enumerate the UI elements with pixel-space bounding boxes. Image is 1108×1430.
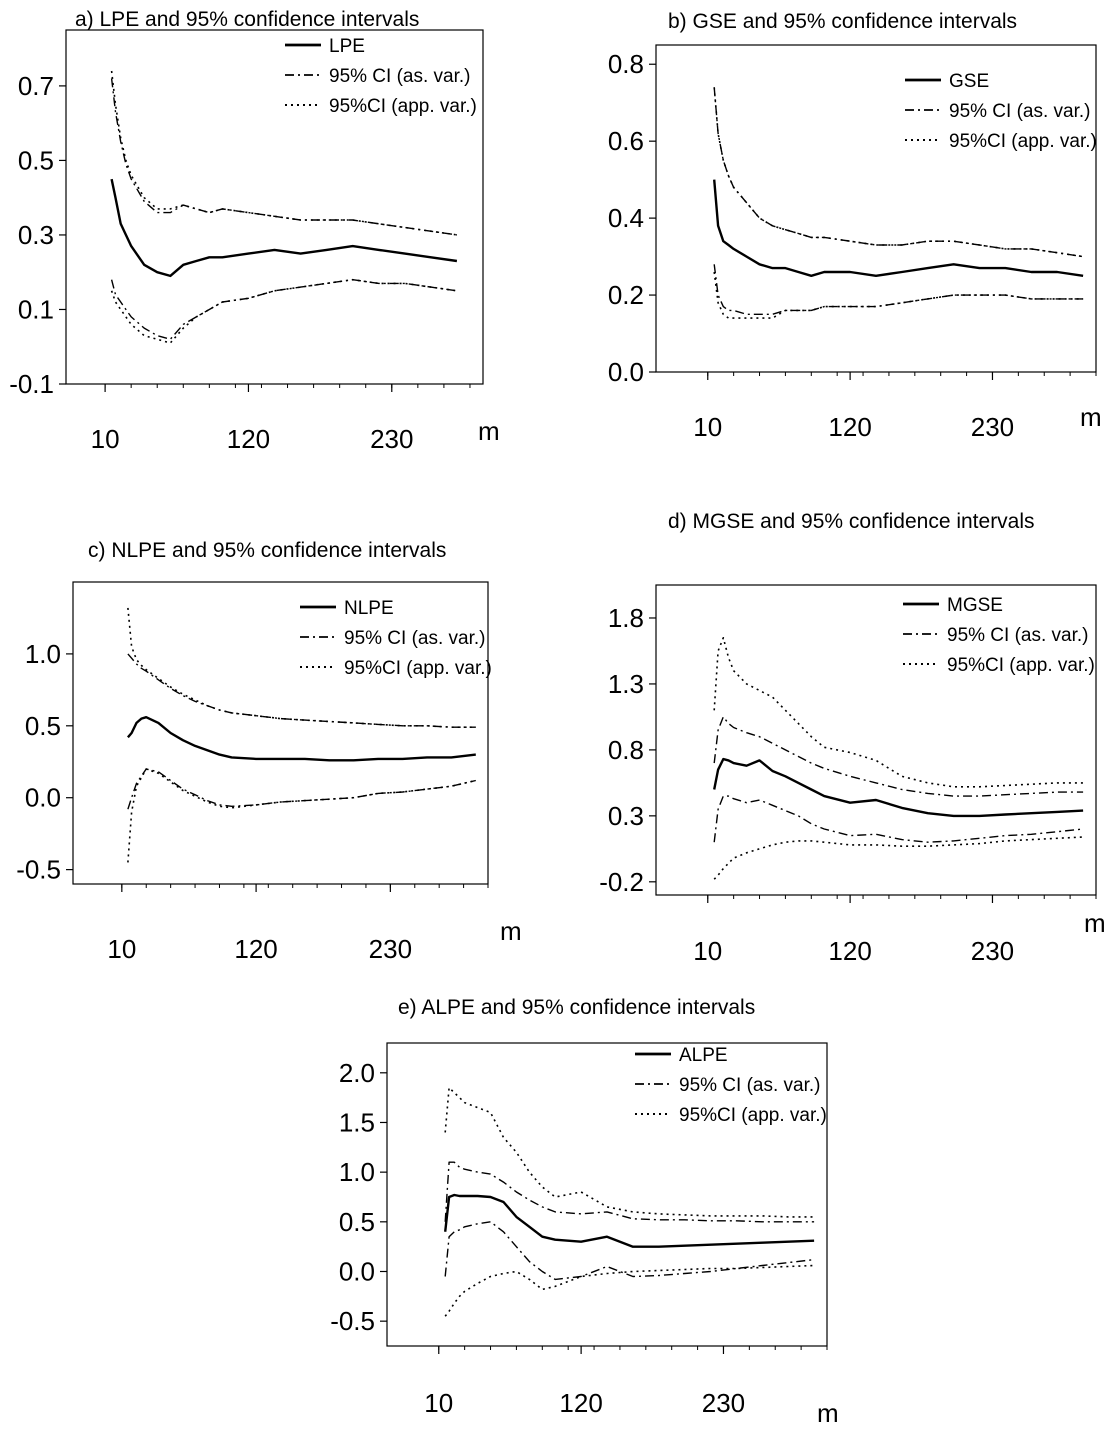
plot-frame: [655, 44, 1097, 373]
series-line-dotted: [444, 1086, 815, 1218]
legend-label: GSE: [949, 71, 989, 92]
series-line-dashdot: [127, 768, 476, 810]
chart-panel-2: b) GSE and 95% confidence intervals 0.0 0.…: [608, 10, 1102, 442]
y-tick-label: -0.1: [9, 369, 54, 399]
plot-frame: [386, 1042, 828, 1347]
chart-title: b) GSE and 95% confidence intervals: [668, 10, 1017, 33]
series-line-solid: [713, 757, 1084, 818]
legend-label: 95% CI (as. var.): [679, 1075, 821, 1096]
x-axis-label: m: [1084, 908, 1106, 938]
series-line-dashdot: [444, 1161, 815, 1223]
y-tick-label: 1.0: [25, 639, 61, 669]
y-tick-label: 0.0: [25, 783, 61, 813]
x-tick-label: 120: [828, 412, 871, 442]
y-tick-label: 0.3: [18, 220, 54, 250]
chart-panel-1: a) LPE and 95% confidence intervals -0.1 0…: [9, 8, 499, 454]
series-line-dashdot: [110, 279, 457, 340]
legend-label: NLPE: [344, 598, 394, 619]
series-line-dotted: [110, 278, 458, 344]
y-tick-label: 0.5: [25, 711, 61, 741]
y-tick-label: 0.5: [339, 1207, 375, 1237]
y-tick-label: 1.5: [339, 1107, 375, 1137]
x-tick-label: 230: [702, 1388, 745, 1418]
x-tick-label: 230: [369, 934, 412, 964]
chart-panel-4: d) MGSE and 95% confidence intervals -0.2…: [599, 510, 1105, 966]
x-tick-label: 10: [107, 934, 136, 964]
x-tick-label: 10: [424, 1388, 453, 1418]
x-tick-label: 120: [234, 934, 277, 964]
chart-title: e) ALPE and 95% confidence intervals: [398, 996, 755, 1019]
x-axis-label: m: [500, 916, 522, 946]
x-tick-label: 120: [227, 424, 270, 454]
series-line-solid: [110, 178, 458, 278]
y-tick-label: 1.8: [608, 603, 644, 633]
y-tick-label: 0.0: [608, 357, 644, 387]
series-line-dashdot: [713, 716, 1084, 797]
x-axis-label: m: [817, 1398, 839, 1428]
x-tick-label: 120: [559, 1388, 602, 1418]
x-tick-label: 10: [693, 936, 722, 966]
chart-title: c) NLPE and 95% confidence intervals: [88, 539, 446, 562]
series-line-dotted: [713, 271, 1084, 319]
legend-label: 95% CI (as. var.): [947, 625, 1089, 646]
y-tick-label: 2.0: [339, 1058, 375, 1088]
series-line-dotted: [444, 1264, 815, 1317]
y-tick-label: 0.1: [18, 294, 54, 324]
legend-label: 95%CI (app. var.): [329, 96, 477, 117]
y-tick-label: 1.0: [339, 1157, 375, 1187]
series-line-dotted: [127, 768, 476, 863]
x-tick-label: 230: [971, 936, 1014, 966]
x-tick-label: 230: [971, 412, 1014, 442]
x-tick-label: 120: [828, 936, 871, 966]
chart-panel-5: e) ALPE and 95% confidence intervals -0.5…: [330, 996, 838, 1428]
series-line-dotted: [713, 836, 1084, 880]
legend-label: ALPE: [679, 1045, 728, 1066]
legend-label: 95% CI (as. var.): [344, 628, 486, 649]
y-tick-label: 0.4: [608, 203, 644, 233]
y-tick-label: 0.0: [339, 1256, 375, 1286]
x-axis-label: m: [478, 416, 500, 446]
y-tick-label: 0.7: [18, 71, 54, 101]
series-line-dotted: [127, 607, 476, 729]
y-tick-label: -0.5: [16, 855, 61, 885]
plot-frame: [72, 581, 489, 885]
legend-label: LPE: [329, 36, 365, 57]
chart-title: d) MGSE and 95% confidence intervals: [668, 510, 1035, 533]
y-tick-label: 0.8: [608, 49, 644, 79]
y-tick-label: -0.5: [330, 1306, 375, 1336]
series-line-dashdot: [713, 264, 1084, 315]
y-tick-label: 0.5: [18, 145, 54, 175]
y-tick-label: 0.6: [608, 126, 644, 156]
plot-frame: [65, 29, 484, 385]
series-line-dashdot: [713, 795, 1084, 843]
y-tick-label: 1.3: [608, 669, 644, 699]
legend-label: MGSE: [947, 595, 1003, 616]
legend-label: 95%CI (app. var.): [947, 655, 1095, 676]
x-tick-label: 10: [693, 412, 722, 442]
series-line-dotted: [713, 87, 1084, 258]
series-line-solid: [126, 716, 476, 762]
legend-label: 95% CI (as. var.): [949, 101, 1091, 122]
y-tick-label: -0.2: [599, 867, 644, 897]
series-line-dotted: [713, 636, 1084, 788]
series-line-dashdot: [110, 78, 457, 236]
chart-title: a) LPE and 95% confidence intervals: [75, 8, 419, 31]
legend-label: 95% CI (as. var.): [329, 66, 471, 87]
series-line-solid: [444, 1193, 815, 1248]
y-tick-label: 0.2: [608, 280, 644, 310]
series-line-solid: [713, 179, 1084, 277]
x-axis-label: m: [1080, 402, 1102, 432]
legend-label: 95%CI (app. var.): [344, 658, 492, 679]
plot-frame: [655, 584, 1097, 896]
x-tick-label: 10: [91, 424, 120, 454]
y-tick-label: 0.8: [608, 735, 644, 765]
series-line-dashdot: [444, 1221, 815, 1281]
legend-label: 95%CI (app. var.): [679, 1105, 827, 1126]
x-tick-label: 230: [370, 424, 413, 454]
y-tick-label: 0.3: [608, 801, 644, 831]
chart-panel-3: c) NLPE and 95% confidence intervals -0.5…: [16, 539, 521, 964]
legend-label: 95%CI (app. var.): [949, 131, 1097, 152]
